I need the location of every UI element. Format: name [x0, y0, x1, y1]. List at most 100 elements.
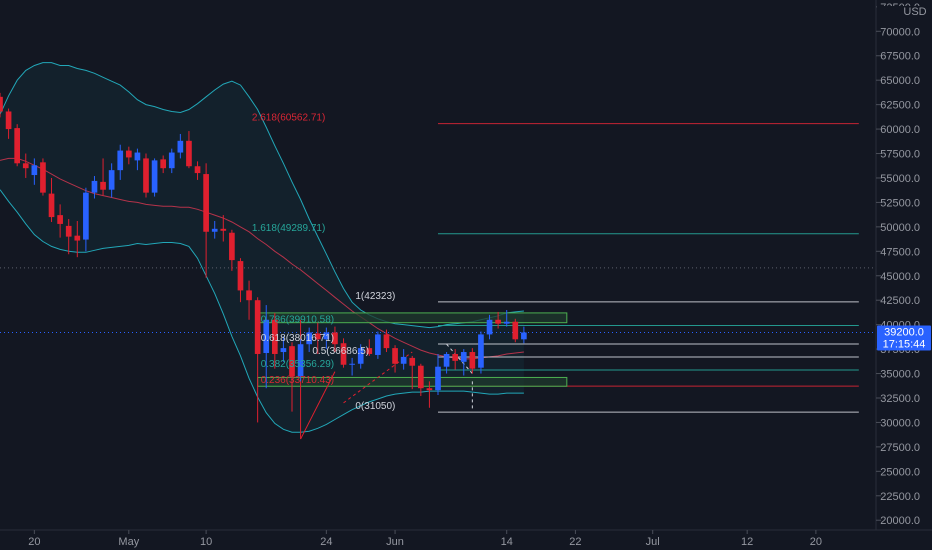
x-axis-tick-label: Jul: [646, 536, 660, 548]
x-axis-tick-label: 10: [200, 536, 212, 548]
y-axis-tick-label: 62500.0: [880, 100, 920, 112]
candle-body: [117, 150, 124, 171]
y-axis-tick-label: 20000.0: [880, 515, 920, 527]
current-price-value: 39200.0: [884, 327, 924, 339]
candle-body: [254, 300, 261, 354]
trend-line: [343, 351, 413, 404]
currency-label: USD: [903, 6, 926, 18]
candle-body: [211, 228, 218, 232]
y-axis-tick-label: 67500.0: [880, 51, 920, 63]
y-axis-tick-label: 52500.0: [880, 197, 920, 209]
candle-body: [237, 261, 244, 291]
candle-body: [229, 232, 235, 261]
candle-body: [91, 180, 98, 193]
candle-body: [40, 162, 46, 193]
candle-body: [203, 174, 209, 232]
candle-body: [469, 352, 476, 369]
trend-line: [300, 371, 336, 440]
y-axis-tick-label: 35000.0: [880, 369, 920, 381]
x-axis-tick-label: 22: [569, 536, 581, 548]
y-axis-tick-label: 25000.0: [880, 466, 920, 478]
fib-level-label: 0(31050): [355, 401, 395, 412]
candle-body: [460, 352, 467, 362]
candle-body: [168, 152, 175, 169]
trend-line: [446, 343, 473, 374]
fibonacci-labels: 3.618(73460.71)2.618(60562.71)1.618(4928…: [252, 113, 396, 413]
current-price-tag: 39200.0 17:15:44: [877, 325, 931, 351]
bollinger-upper: [0, 62, 524, 329]
candle-body: [220, 228, 227, 231]
bollinger-basis: [0, 157, 524, 360]
candle-body: [512, 321, 519, 340]
candle-body: [160, 159, 167, 169]
x-axis-tick-label: 12: [741, 536, 753, 548]
y-axis-panel: [876, 0, 932, 550]
candle-body: [503, 321, 510, 324]
x-axis-tick-label: 20: [810, 536, 822, 548]
candle-body: [100, 181, 106, 190]
candle-body: [392, 348, 398, 364]
y-axis-tick-label: 45000.0: [880, 271, 920, 283]
candle-body: [134, 152, 141, 161]
candle-body: [14, 128, 21, 164]
x-axis-tick-label: 14: [501, 536, 513, 548]
fib-level-label: 0.5(36686.5): [312, 346, 369, 357]
candle-body: [314, 333, 321, 340]
candle-body: [357, 348, 364, 364]
candle-body: [57, 215, 63, 224]
candle-body: [417, 365, 424, 389]
y-axis-tick-label: 22500.0: [880, 491, 920, 503]
fib-level-label: 2.618(60562.71): [252, 113, 325, 124]
candle-body: [0, 96, 3, 112]
candle-body: [426, 388, 433, 391]
candle-body: [323, 332, 330, 340]
candle-body: [366, 348, 373, 354]
candle-body: [400, 356, 407, 364]
y-axis-tick-label: 65000.0: [880, 75, 920, 87]
candle-body: [194, 166, 201, 174]
fib-level-label: 0.382(35356.29): [261, 359, 334, 370]
candle-body: [383, 334, 390, 349]
x-axis[interactable]: 20 May 10 24 Jun 14 22 Jul 12 20: [28, 530, 822, 548]
fib-level-label: 1(42323): [355, 291, 395, 302]
candle-body: [443, 353, 450, 367]
x-axis-tick-label: May: [118, 536, 139, 548]
candle-body: [108, 170, 115, 190]
candle-body: [289, 346, 295, 377]
fib-level-label: 0.786(39910.58): [261, 315, 334, 326]
candle-body: [349, 363, 355, 365]
candle-body: [48, 193, 55, 218]
y-axis-tick-label: 70000.0: [880, 26, 920, 38]
candle-body: [22, 163, 29, 169]
y-axis-tick-label: 30000.0: [880, 417, 920, 429]
y-axis-tick-label: 60000.0: [880, 124, 920, 136]
currency-label-bg: [877, 6, 931, 17]
x-axis-tick-label: 20: [28, 536, 40, 548]
candle-body: [271, 319, 278, 354]
candle-body: [306, 332, 313, 345]
candle-body: [409, 357, 416, 366]
x-axis-panel: [0, 530, 932, 550]
y-axis-tick-label: 55000.0: [880, 173, 920, 185]
y-axis-tick-label: 50000.0: [880, 222, 920, 234]
candle-body: [83, 192, 89, 240]
candle-body: [297, 344, 304, 377]
candle-body: [125, 150, 132, 158]
y-axis-tick-label: 27500.0: [880, 442, 920, 454]
y-axis-tick-label: 57500.0: [880, 149, 920, 161]
candlesticks: [0, 92, 527, 423]
candle-body: [486, 319, 493, 335]
candle-body: [246, 290, 252, 301]
candle-body: [65, 225, 72, 237]
candle-body: [143, 158, 149, 193]
fib-level-label: 1.618(49289.71): [252, 223, 325, 234]
candle-body: [375, 334, 381, 355]
candle-body: [340, 343, 347, 365]
y-axis-tick-label: 32500.0: [880, 393, 920, 405]
x-axis-tick-label: 24: [320, 536, 332, 548]
candle-body: [280, 348, 287, 353]
candle-body: [74, 235, 81, 241]
candle-body: [177, 140, 184, 153]
